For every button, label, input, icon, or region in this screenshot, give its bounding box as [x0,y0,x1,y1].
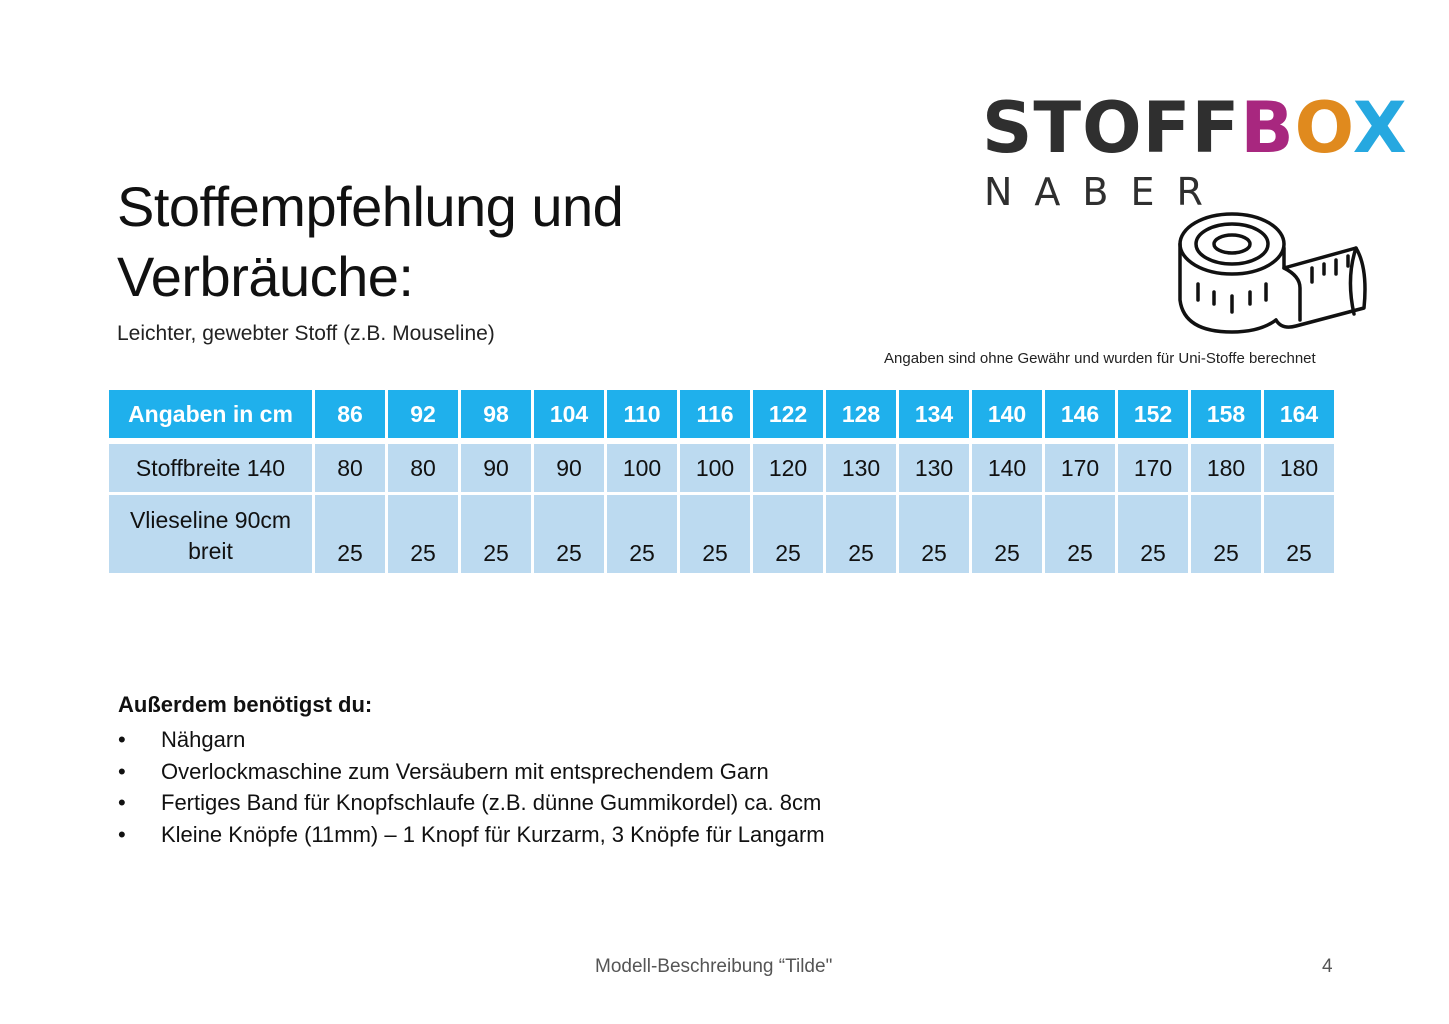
table-row-vlieseline: Vlieseline 90cm breit 25 25 25 25 25 25 2… [109,495,1334,573]
size-header-cell: 146 [1045,390,1115,438]
bullet: • [118,821,126,847]
size-header-cell: 134 [899,390,969,438]
list-item-text: Overlockmaschine zum Versäubern mit ents… [161,758,769,784]
table-cell: 180 [1264,444,1334,495]
list-item: • Overlockmaschine zum Versäubern mit ent… [118,756,825,788]
table-cell: 130 [826,444,896,495]
table-cell: 80 [388,444,458,495]
table-cell: 90 [461,444,531,495]
title-line-1: Stoffempfehlung und [117,175,624,238]
logo-wordmark: STOFFBOX [982,88,1408,168]
row-label-cell: Stoffbreite 140 [109,444,312,495]
extras-heading: Außerdem benötigst du: [118,692,373,717]
page-title: Stoffempfehlung und Verbräuche: [117,172,624,312]
row-label-line-1: Vlieseline 90cm [129,507,292,533]
table-cell: 25 [534,495,604,573]
table-cell: 140 [972,444,1042,495]
list-item: • Kleine Knöpfe (11mm) – 1 Knopf für Kurz… [118,819,825,851]
list-item-text: Kleine Knöpfe (11mm) – 1 Knopf für Kurza… [161,821,825,847]
size-header-cell: 158 [1191,390,1261,438]
size-header-cell: 152 [1118,390,1188,438]
table-cell: 25 [1191,495,1261,573]
extras-list: • Nähgarn • Overlockmaschine zum Versäuber… [118,724,825,850]
table-cell: 130 [899,444,969,495]
table-cell: 180 [1191,444,1261,495]
page-footer: Modell-Beschreibung “Tilde" [595,956,833,977]
table-cell: 25 [899,495,969,573]
bullet: • [118,727,126,752]
list-item: • Fertiges Band für Knopfschlaufe (z.B. d… [118,787,825,819]
header-label-cell: Angaben in cm [109,390,312,438]
table-cell: 25 [826,495,896,573]
logo-letter-o: O [1294,87,1353,169]
bullet: • [118,790,126,815]
size-header-cell: 140 [972,390,1042,438]
list-item: • Nähgarn [118,724,825,756]
size-header-cell: 164 [1264,390,1334,438]
size-header-cell: 104 [534,390,604,438]
title-line-2: Verbräuche: [117,245,414,308]
fabric-consumption-table: Angaben in cm 86 92 98 104 110 116 122 1… [106,390,1337,573]
table-cell: 25 [607,495,677,573]
table-cell: 25 [972,495,1042,573]
bullet: • [118,758,126,784]
table-cell: 90 [534,444,604,495]
fabric-subtitle: Leichter, gewebter Stoff (z.B. Mouseline… [117,322,495,345]
list-item-text: Fertiges Band für Knopfschlaufe (z.B. dü… [161,790,822,815]
size-header-cell: 92 [388,390,458,438]
measuring-tape-icon [1178,212,1367,334]
table-header-row: Angaben in cm 86 92 98 104 110 116 122 1… [109,390,1334,438]
logo-letter-b: B [1240,87,1295,169]
table-cell: 100 [680,444,750,495]
table-cell: 120 [753,444,823,495]
stoffbox-logo: STOFFBOX NABER [982,88,1407,218]
table-cell: 170 [1045,444,1115,495]
page-number: 4 [1322,956,1333,977]
row-label-cell: Vlieseline 90cm breit [109,495,312,573]
extras-section: Außerdem benötigst du: • Nähgarn • Overloc… [118,690,825,850]
table-cell: 25 [1045,495,1115,573]
logo-word-stoff: STOFF [982,87,1241,169]
size-header-cell: 122 [753,390,823,438]
table-cell: 25 [388,495,458,573]
table-cell: 25 [753,495,823,573]
row-label-line-2: breit [188,538,233,564]
size-header-cell: 110 [607,390,677,438]
table-cell: 170 [1118,444,1188,495]
table-row-stoffbreite: Stoffbreite 140 80 80 90 90 100 100 120 … [109,444,1334,495]
list-item-text: Nähgarn [161,727,246,752]
table-cell: 80 [315,444,385,495]
table-cell: 25 [1264,495,1334,573]
logo-letter-x: X [1352,87,1408,169]
size-header-cell: 86 [315,390,385,438]
table-cell: 100 [607,444,677,495]
disclaimer-note: Angaben sind ohne Gewähr und wurden für … [884,350,1316,367]
table-cell: 25 [461,495,531,573]
table-cell: 25 [680,495,750,573]
size-header-cell: 128 [826,390,896,438]
size-header-cell: 116 [680,390,750,438]
table-cell: 25 [315,495,385,573]
table-cell: 25 [1118,495,1188,573]
logo-subtitle: NABER [984,170,1225,214]
size-header-cell: 98 [461,390,531,438]
